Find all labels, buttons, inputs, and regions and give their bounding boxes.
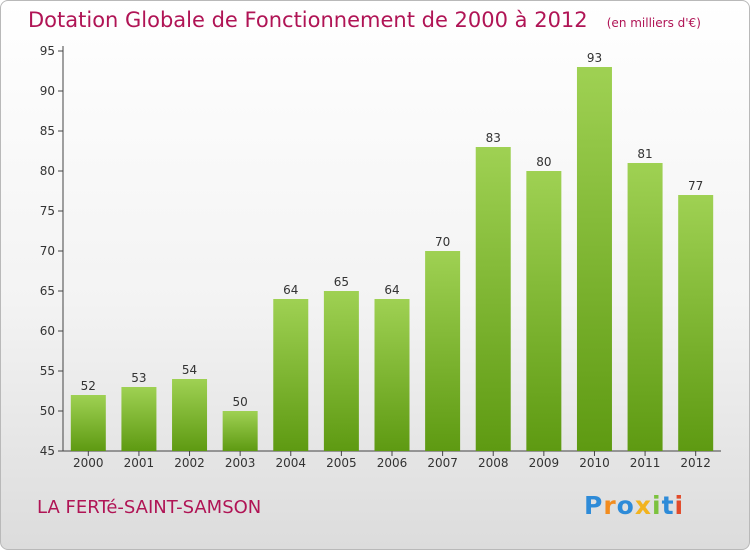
x-tick-label: 2005 <box>326 456 357 470</box>
y-tick-label: 70 <box>40 244 55 258</box>
bar <box>222 411 258 451</box>
logo-letter: x <box>634 491 652 520</box>
y-tick-label: 80 <box>40 164 55 178</box>
x-tick-label: 2009 <box>529 456 560 470</box>
proxiti-logo: Proxiti <box>584 491 684 520</box>
bar <box>627 163 663 451</box>
bar-value-label: 54 <box>182 363 197 377</box>
commune-name: LA FERTé-SAINT-SAMSON <box>37 497 262 518</box>
bar <box>172 379 208 451</box>
logo-letter: o <box>616 491 635 520</box>
y-tick-label: 85 <box>40 124 55 138</box>
bar-value-label: 70 <box>435 235 450 249</box>
y-tick-label: 60 <box>40 324 55 338</box>
bar <box>526 171 562 451</box>
logo-letter: r <box>603 491 617 520</box>
bar-value-label: 93 <box>587 51 602 65</box>
y-tick-label: 90 <box>40 84 55 98</box>
chart-title-block: Dotation Globale de Fonctionnement de 20… <box>28 8 701 32</box>
bar-value-label: 80 <box>536 155 551 169</box>
bar <box>475 147 511 451</box>
x-tick-label: 2000 <box>73 456 104 470</box>
y-tick-label: 45 <box>40 444 55 458</box>
bar-value-label: 64 <box>384 283 399 297</box>
chart-title: Dotation Globale de Fonctionnement de 20… <box>28 8 588 32</box>
y-tick-label: 65 <box>40 284 55 298</box>
chart-unit: (en milliers d'€) <box>606 16 701 30</box>
x-tick-label: 2006 <box>377 456 408 470</box>
bar <box>576 67 612 451</box>
bar <box>678 195 714 451</box>
bar <box>374 299 410 451</box>
bar <box>70 395 106 451</box>
bar-value-label: 64 <box>283 283 298 297</box>
x-tick-label: 2007 <box>427 456 458 470</box>
x-tick-label: 2004 <box>275 456 306 470</box>
bar-value-label: 52 <box>81 379 96 393</box>
x-tick-label: 2011 <box>630 456 661 470</box>
y-tick-label: 75 <box>40 204 55 218</box>
logo-letter: i <box>674 491 685 520</box>
bar-value-label: 77 <box>688 179 703 193</box>
x-tick-label: 2002 <box>174 456 205 470</box>
y-tick-label: 55 <box>40 364 55 378</box>
x-tick-label: 2003 <box>225 456 256 470</box>
y-tick-label: 50 <box>40 404 55 418</box>
x-tick-label: 2008 <box>478 456 509 470</box>
bar-value-label: 81 <box>637 147 652 161</box>
logo-letter: i <box>652 491 662 520</box>
bar-value-label: 50 <box>233 395 248 409</box>
bar-value-label: 83 <box>486 131 501 145</box>
logo-letter: P <box>584 491 604 520</box>
x-tick-label: 2001 <box>124 456 155 470</box>
bar-value-label: 65 <box>334 275 349 289</box>
y-tick-label: 95 <box>40 44 55 58</box>
bar <box>121 387 157 451</box>
logo-letter: t <box>661 491 675 520</box>
x-tick-label: 2012 <box>680 456 711 470</box>
bar <box>273 299 309 451</box>
bar <box>323 291 359 451</box>
x-tick-label: 2010 <box>579 456 610 470</box>
bar <box>425 251 461 451</box>
bar-value-label: 53 <box>131 371 146 385</box>
